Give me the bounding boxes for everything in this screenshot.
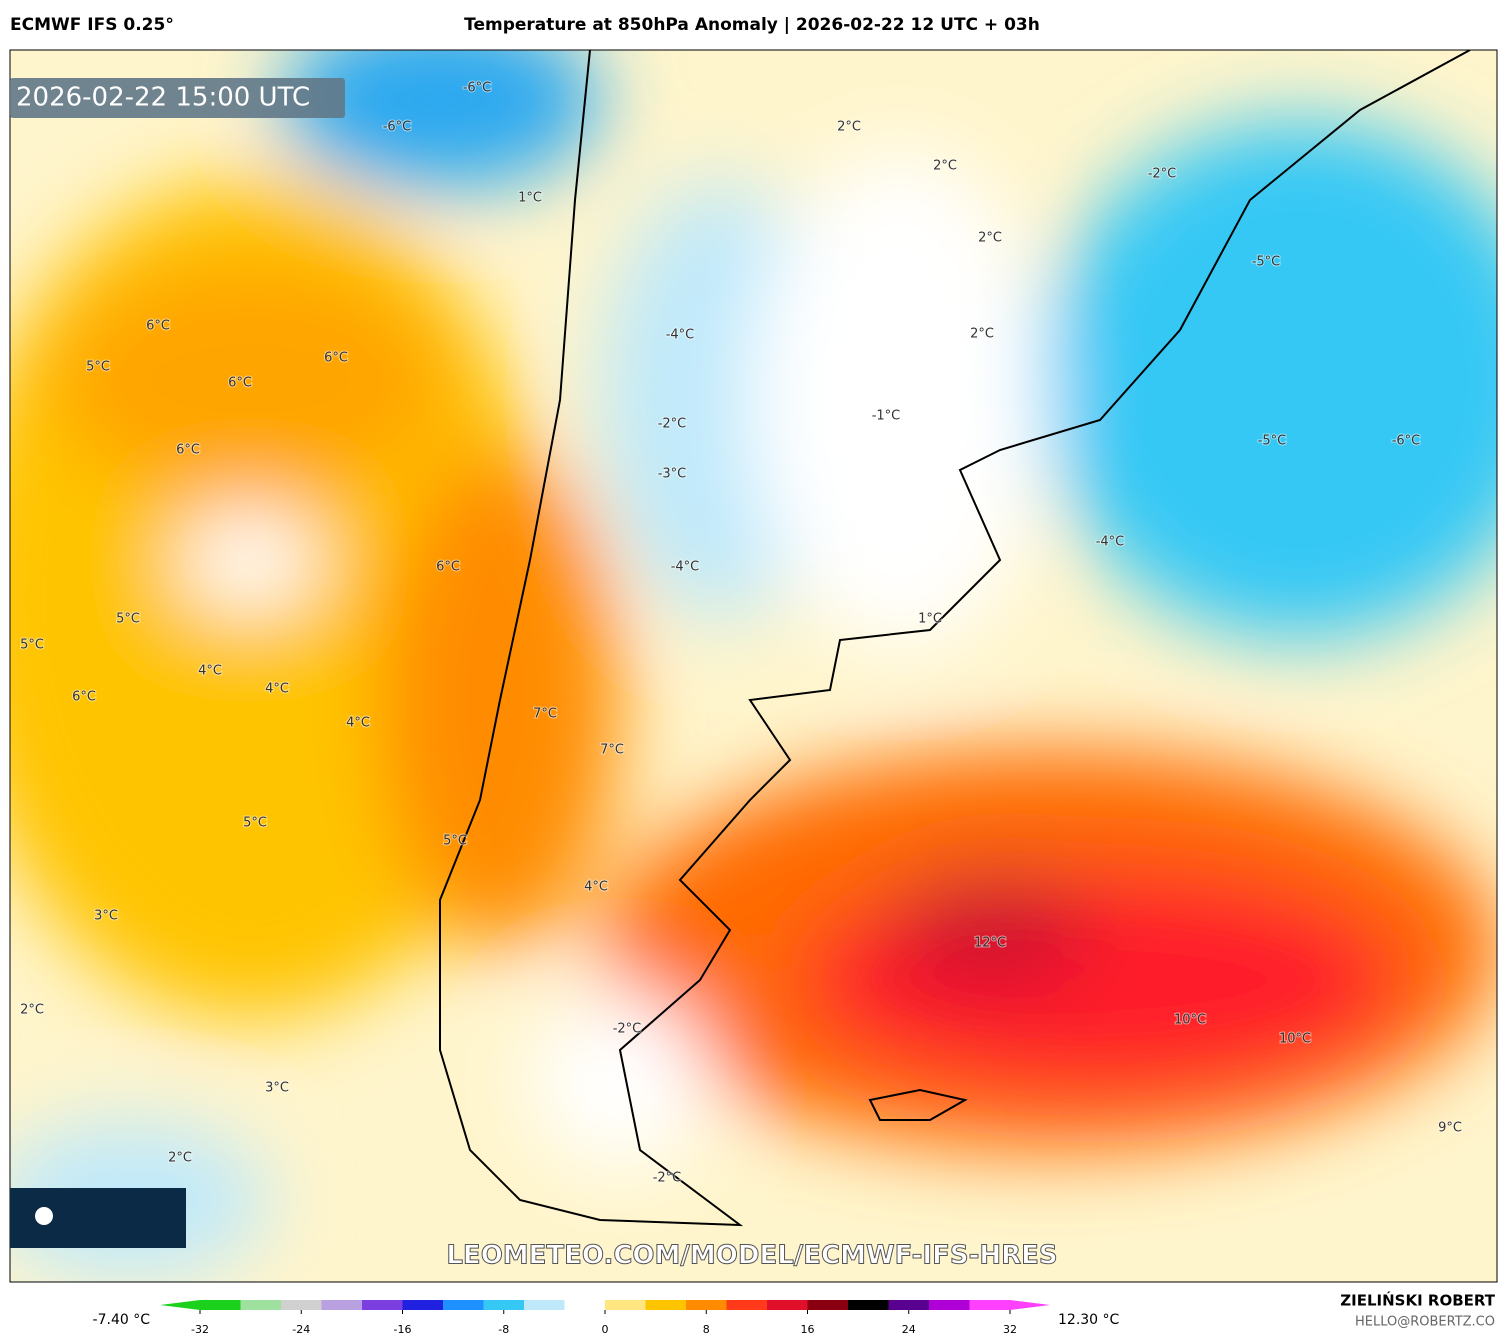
colorbar-swatch	[848, 1300, 889, 1310]
colorbar-tick-label: -16	[394, 1323, 412, 1336]
contour-label: -6°C	[383, 120, 412, 135]
colorbar-swatch	[767, 1300, 808, 1310]
watermark: LEOMETEO.COM/MODEL/ECMWF-IFS-HRES	[446, 1241, 1057, 1271]
contour-label: 5°C	[116, 612, 140, 627]
contour-label: 5°C	[443, 834, 467, 849]
colorbar-tick-label: 16	[801, 1323, 815, 1336]
contour-label: 2°C	[837, 120, 861, 135]
contour-label: 1°C	[518, 191, 542, 206]
contour-label: 12°C	[974, 936, 1006, 951]
colorbar-max: 12.30 °C	[1058, 1312, 1120, 1328]
colorbar-swatch	[281, 1300, 322, 1310]
contour-label: 6°C	[72, 690, 96, 705]
contour-label: 4°C	[265, 682, 289, 697]
colorbar-swatch	[443, 1300, 484, 1310]
contour-label: 6°C	[228, 376, 252, 391]
contour-label: 7°C	[600, 743, 624, 758]
contour-label: 4°C	[346, 716, 370, 731]
colorbar-tick-label: -32	[191, 1323, 209, 1336]
colorbar-swatch	[807, 1300, 849, 1310]
contour-label: 1°C	[918, 612, 942, 627]
contour-label: 3°C	[265, 1081, 289, 1096]
colorbar-swatch	[240, 1300, 282, 1310]
colorbar-tick-label: 8	[703, 1323, 710, 1336]
logo-sun	[35, 1207, 53, 1225]
model-name: ECMWF IFS 0.25°	[10, 15, 174, 35]
contour-label: 2°C	[20, 1003, 44, 1018]
contour-label: -4°C	[671, 560, 700, 575]
contour-label: 2°C	[933, 159, 957, 174]
colorbar-swatch	[726, 1300, 768, 1310]
contour-label: 10°C	[1279, 1032, 1311, 1047]
contour-label: 6°C	[324, 351, 348, 366]
colorbar-swatch	[321, 1300, 363, 1310]
colorbar-arrow-left	[160, 1300, 200, 1310]
contour-label: -4°C	[1096, 535, 1125, 550]
colorbar-swatch	[686, 1300, 727, 1310]
contour-label: -2°C	[1148, 167, 1177, 182]
contour-label: 5°C	[86, 360, 110, 375]
contour-label: 6°C	[176, 443, 200, 458]
colorbar-min: -7.40 °C	[93, 1312, 151, 1328]
map-title: Temperature at 850hPa Anomaly | 2026-02-…	[464, 15, 1040, 35]
colorbar-swatch	[888, 1300, 930, 1310]
author: ZIELIŃSKI ROBERT	[1340, 1291, 1495, 1310]
contour-label: -2°C	[613, 1022, 642, 1037]
colorbar-swatch	[483, 1300, 525, 1310]
colorbar-swatch	[200, 1300, 241, 1310]
colorbar-swatch	[605, 1300, 646, 1310]
contour-label: -6°C	[1392, 434, 1421, 449]
contour-label: 5°C	[243, 816, 267, 831]
colorbar-swatch	[564, 1300, 606, 1310]
colorbar-swatch	[362, 1300, 403, 1310]
colorbar-tick-label: -24	[292, 1323, 310, 1336]
contour-label: 2°C	[168, 1151, 192, 1166]
contour-label: -5°C	[1252, 255, 1281, 270]
contour-label: 4°C	[198, 664, 222, 679]
contour-label: -2°C	[658, 417, 687, 432]
colorbar-swatch	[402, 1300, 444, 1310]
contour-label: 9°C	[1438, 1121, 1462, 1136]
contour-label: 4°C	[584, 880, 608, 895]
colorbar-tick-label: 24	[902, 1323, 916, 1336]
map-frame	[9, 49, 1498, 1283]
email: HELLO@ROBERTZ.CO	[1355, 1315, 1495, 1330]
contour-label: 2°C	[978, 231, 1002, 246]
contour-label: -4°C	[666, 328, 695, 343]
colorbar: -32 -24 -16 -8 0 8 16 24 32	[160, 1300, 1050, 1336]
colorbar-tick-label: 0	[602, 1323, 609, 1336]
contour-label: 10°C	[1174, 1013, 1206, 1028]
time-box	[10, 78, 345, 118]
contour-label: -6°C	[463, 81, 492, 96]
colorbar-swatch	[929, 1300, 970, 1310]
colorbar-swatch	[524, 1300, 565, 1310]
contour-label: 7°C	[533, 707, 557, 722]
colorbar-swatch	[969, 1300, 1011, 1310]
contour-label: -1°C	[872, 409, 901, 424]
colorbar-swatch	[645, 1300, 687, 1310]
contour-labels: -6°C -6°C 1°C 2°C 2°C -2°C 2°C -5°C 6°C 6°C 5°C 6°C…	[19, 80, 1463, 1187]
contour-label: 3°C	[94, 909, 118, 924]
contour-label: 6°C	[436, 560, 460, 575]
contour-label: -3°C	[658, 467, 687, 482]
contour-label: 5°C	[20, 638, 44, 653]
contour-label: -5°C	[1258, 434, 1287, 449]
colorbar-tick-label: -8	[498, 1323, 509, 1336]
contour-label: -2°C	[653, 1171, 682, 1186]
field: -6°C -6°C 1°C 2°C 2°C -2°C 2°C -5°C 6°C 6°C 5°C 6°C…	[10, 50, 1497, 1282]
colorbar-tick-label: 32	[1003, 1323, 1017, 1336]
colorbar-arrow-right	[1010, 1300, 1050, 1310]
valid-time: 2026-02-22 15:00 UTC	[16, 83, 310, 113]
contour-label: 2°C	[970, 327, 994, 342]
contour-label: 6°C	[146, 319, 170, 334]
